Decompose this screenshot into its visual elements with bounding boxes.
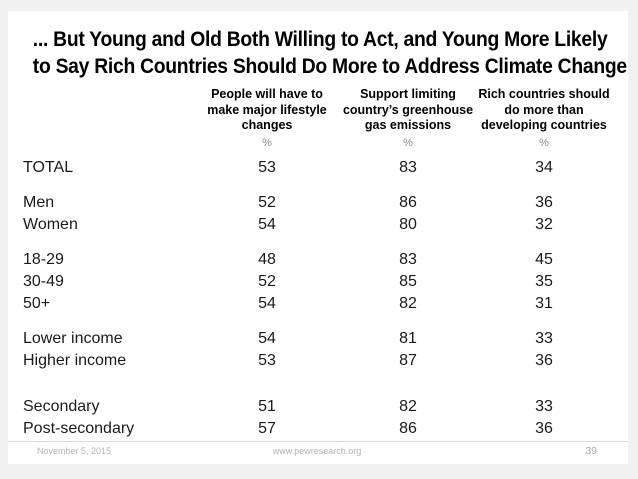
cell-value: 52 [258,272,276,290]
row-label: Higher income [23,351,127,369]
cell-value: 45 [535,250,553,268]
cell-value: 34 [535,158,553,176]
group-gap [8,236,628,249]
slide-footer: November 5, 2015 www.pewresearch.org 39 [37,445,597,457]
cell-value: 51 [258,397,276,415]
table-row: TOTAL 53 83 34 [8,157,628,179]
title-line-1: ... But Young and Old Both Willing to Ac… [32,28,608,51]
cell-value: 82 [399,294,417,312]
cell-value: 36 [535,351,553,369]
cell-value: 87 [399,351,417,369]
cell-value: 52 [258,193,276,211]
table-row: Lower income 54 81 33 [8,328,628,350]
cell-value: 81 [399,329,417,347]
row-label: 50+ [23,294,51,312]
cell-value: 53 [258,351,276,369]
cell-value: 54 [258,215,276,233]
table-body: TOTAL 53 83 34 Men 52 86 36 Women 54 80 32 18-29 48 83… [8,157,628,440]
cell-value: 57 [258,419,276,437]
table-row: Higher income 53 87 36 [8,350,628,372]
table-row: 30-49 52 85 35 [8,271,628,293]
cell-value: 86 [399,419,417,437]
cell-value: 48 [258,250,276,268]
column-header-rich-countries: Rich countries should do more than devel… [478,87,610,132]
unit-label: % [539,136,549,149]
row-label: Men [23,193,55,211]
row-label: Post-secondary [23,419,135,437]
cell-value: 86 [399,193,417,211]
cell-value: 36 [535,193,553,211]
group-gap [8,372,628,396]
row-label: Secondary [23,397,100,415]
table-row: Women 54 80 32 [8,214,628,236]
cell-value: 83 [399,158,417,176]
cell-value: 35 [535,272,553,290]
row-label: 18-29 [23,250,64,268]
cell-value: 83 [399,250,417,268]
cell-value: 36 [535,419,553,437]
cell-value: 82 [399,397,417,415]
row-label: TOTAL [23,158,74,176]
unit-label: % [403,136,413,149]
cell-value: 80 [399,215,417,233]
cell-value: 53 [258,158,276,176]
column-header-lifestyle-changes: People will have to make major lifestyle… [207,87,327,132]
table-unit-row: % % % [8,137,628,150]
unit-label: % [262,136,272,149]
cell-value: 32 [535,215,553,233]
table-row: 18-29 48 83 45 [8,249,628,271]
footer-divider [8,441,628,442]
footer-page-number: 39 [585,445,598,457]
cell-value: 33 [535,397,553,415]
cell-value: 33 [535,329,553,347]
row-label: Lower income [23,329,123,347]
table-row: Men 52 86 36 [8,192,628,214]
table-header-row: People will have to make major lifestyle… [8,87,628,134]
title-line-2: to Say Rich Countries Should Do More to … [32,55,627,78]
cell-value: 31 [535,294,553,312]
slide: ... But Young and Old Both Willing to Ac… [8,11,628,464]
table-row: 50+ 54 82 31 [8,293,628,315]
table-row: Secondary 51 82 33 [8,396,628,418]
cell-value: 85 [399,272,417,290]
header-spacer-cell [8,87,178,134]
column-header-limit-emissions: Support limiting country’s greenhouse ga… [342,87,474,132]
table-row: Post-secondary 57 86 36 [8,418,628,440]
group-gap [8,179,628,192]
group-gap [8,315,628,328]
row-label: Women [23,215,78,233]
footer-url: www.pewresearch.org [272,446,362,456]
unit-spacer-cell [8,137,178,150]
row-label: 30-49 [23,272,64,290]
footer-date: November 5, 2015 [37,446,112,456]
cell-value: 54 [258,329,276,347]
slide-title: ... But Young and Old Both Willing to Ac… [8,11,628,80]
cell-value: 54 [258,294,276,312]
